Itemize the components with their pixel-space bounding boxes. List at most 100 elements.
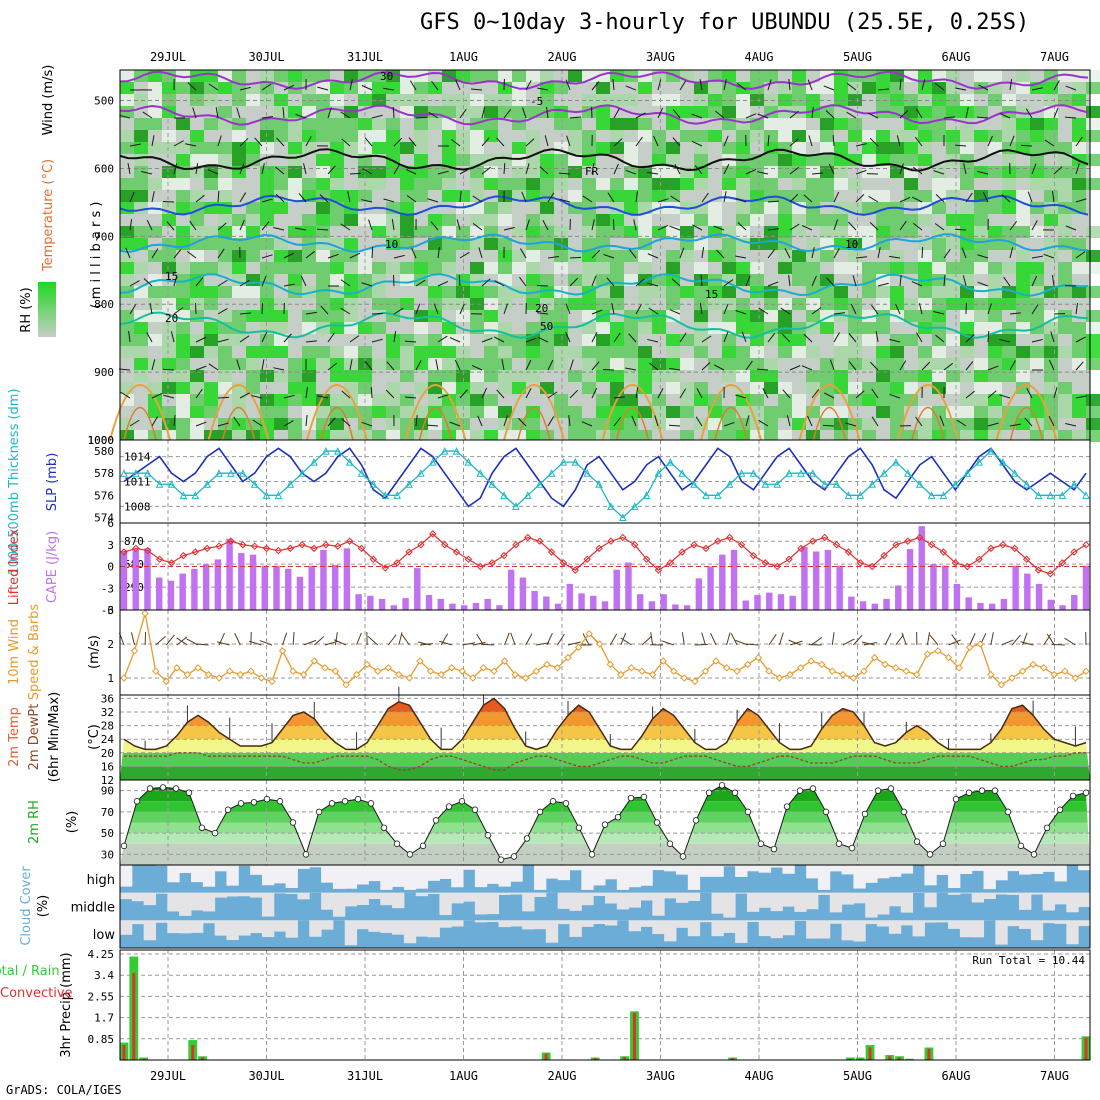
rh-cell (302, 382, 316, 394)
rh-cell (120, 178, 134, 190)
rh-cell (764, 334, 778, 346)
rh-cell (820, 82, 834, 94)
wind-speed-point (1061, 667, 1069, 675)
contour-label: 15 (165, 270, 178, 283)
rh-cell (1002, 334, 1016, 346)
rh-cell (120, 250, 134, 262)
wind-tick: 1 (107, 672, 114, 685)
thickness-point (417, 469, 425, 477)
wind-barb (943, 274, 946, 287)
wind-barb (195, 163, 199, 175)
rh-cell (876, 262, 890, 274)
thickness-point (880, 469, 888, 477)
thickness-point (452, 446, 461, 455)
wind-barb (788, 275, 791, 287)
cape-bar (1047, 599, 1055, 610)
wind-barb (130, 632, 136, 646)
rh-cell (428, 238, 442, 250)
rh-cell (610, 262, 624, 274)
slp-tick: 1008 (124, 500, 151, 513)
rh-cell (190, 310, 204, 322)
rh-cell (974, 70, 988, 82)
wind-barb (829, 359, 835, 371)
rh-cell (316, 406, 330, 418)
wind-barb (459, 389, 468, 399)
rh-cell (652, 394, 666, 406)
wind-barb (1020, 144, 1033, 147)
rh-cell (1030, 130, 1044, 142)
wind-barb (625, 169, 637, 175)
rh-cell (176, 262, 190, 274)
rh-cell (218, 250, 232, 262)
wind-barb (129, 419, 140, 427)
rh-cell (498, 178, 512, 190)
rh-cell (722, 406, 736, 418)
rh-cell (414, 142, 428, 154)
rh-cell (624, 310, 638, 322)
rh-cell (176, 382, 190, 394)
rh-cell (232, 262, 246, 274)
rh-cell (554, 106, 568, 118)
cloud-cell (273, 865, 287, 884)
rh-cell (428, 118, 442, 130)
lifted-point (488, 559, 496, 567)
wind-barb (965, 334, 975, 343)
rh-point (289, 819, 297, 826)
rh-point (367, 800, 375, 807)
rh-cell (960, 142, 974, 154)
wind-barb (521, 191, 527, 203)
pressure-tick: 500 (94, 95, 114, 108)
thickness-point (167, 480, 176, 488)
wind-barb (261, 359, 265, 371)
wind-barb (239, 219, 245, 231)
rh-cell (792, 94, 806, 106)
thickness-point (1082, 491, 1090, 499)
contour-label: 15 (705, 288, 718, 301)
cloud-cell (179, 920, 192, 934)
wind-barb (393, 331, 397, 343)
rh-cell (386, 334, 400, 346)
wind-barb (833, 312, 845, 315)
rh-cell (974, 130, 988, 142)
rh-cell (806, 238, 820, 250)
rh-cell (134, 118, 148, 130)
rh-cell (330, 322, 344, 334)
rh-cell (190, 94, 204, 106)
rh-cell (540, 94, 554, 106)
wind-barb (657, 79, 662, 91)
rh-point (250, 799, 258, 806)
wind-barb (415, 116, 428, 119)
thickness-point (298, 469, 306, 477)
rh-cell (1086, 154, 1100, 166)
wind-barb (1075, 361, 1084, 371)
rh-cell (862, 418, 876, 430)
rh-cell (218, 238, 232, 250)
lifted-point (702, 544, 710, 553)
contour-label: 10 (845, 238, 858, 251)
wind-barb (915, 108, 923, 119)
rh-point (172, 785, 180, 792)
rh-cell (638, 406, 652, 418)
wind-barb (411, 247, 417, 259)
rh-cell (428, 286, 442, 298)
wind-barb (620, 637, 632, 646)
temperature-label: Temperature (°C) (41, 159, 56, 272)
precip-convective-bar (142, 1058, 146, 1060)
rh-cell (932, 94, 946, 106)
wind-barb (536, 642, 550, 646)
wind-speed-point (426, 667, 435, 675)
thickness-point (654, 469, 663, 477)
rh-cell (148, 286, 162, 298)
rh-cell (470, 166, 484, 178)
rh-cell (204, 82, 218, 94)
cloud-cell (841, 865, 854, 875)
rh-cell (428, 394, 442, 406)
rh-cell (596, 178, 610, 190)
wind-speed-point (395, 670, 403, 679)
thickness-point (773, 480, 782, 488)
thickness-point (500, 491, 508, 499)
wind-barb (340, 223, 351, 231)
rh-cell (722, 346, 736, 358)
wind-barb (173, 163, 178, 175)
rh-cell (344, 118, 358, 130)
